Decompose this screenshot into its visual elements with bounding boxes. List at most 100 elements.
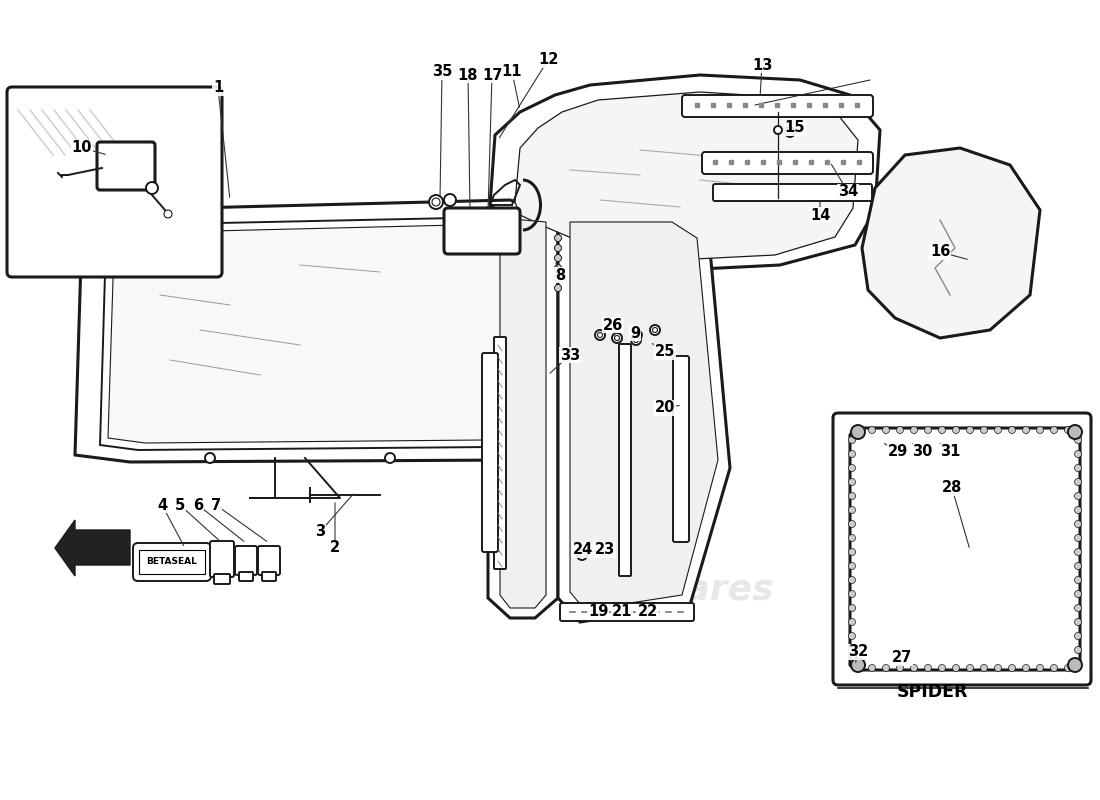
Circle shape: [1075, 562, 1081, 570]
Text: 2: 2: [330, 541, 340, 555]
Circle shape: [848, 562, 856, 570]
Text: eurospares: eurospares: [196, 413, 425, 447]
Circle shape: [1075, 521, 1081, 527]
Circle shape: [164, 210, 172, 218]
Text: 30: 30: [912, 445, 932, 459]
Circle shape: [554, 274, 561, 282]
Circle shape: [848, 633, 856, 639]
Circle shape: [1050, 426, 1057, 434]
Circle shape: [1023, 426, 1030, 434]
Circle shape: [578, 550, 587, 560]
Circle shape: [1065, 426, 1071, 434]
FancyBboxPatch shape: [673, 356, 689, 542]
Polygon shape: [558, 212, 730, 622]
Text: 18: 18: [458, 67, 478, 82]
FancyBboxPatch shape: [444, 208, 520, 254]
FancyBboxPatch shape: [210, 541, 234, 577]
Circle shape: [848, 646, 856, 654]
Circle shape: [994, 426, 1001, 434]
Circle shape: [848, 618, 856, 626]
Circle shape: [1075, 646, 1081, 654]
Text: 6: 6: [192, 498, 204, 513]
Text: 1: 1: [213, 81, 223, 95]
Text: BETASEAL: BETASEAL: [146, 558, 197, 566]
Text: 7: 7: [211, 498, 221, 513]
Polygon shape: [55, 520, 130, 576]
Polygon shape: [515, 92, 858, 260]
Circle shape: [597, 333, 603, 338]
Polygon shape: [570, 222, 718, 610]
Polygon shape: [862, 148, 1040, 338]
Circle shape: [1075, 465, 1081, 471]
Circle shape: [851, 425, 865, 439]
Text: 26: 26: [603, 318, 623, 333]
Circle shape: [980, 426, 988, 434]
Text: eurospares: eurospares: [546, 573, 774, 607]
Circle shape: [848, 605, 856, 611]
Circle shape: [1075, 549, 1081, 555]
Circle shape: [848, 465, 856, 471]
Circle shape: [848, 521, 856, 527]
FancyBboxPatch shape: [494, 337, 506, 569]
Circle shape: [848, 534, 856, 542]
Text: 17: 17: [482, 67, 503, 82]
Circle shape: [851, 658, 865, 672]
FancyBboxPatch shape: [97, 142, 155, 190]
FancyBboxPatch shape: [214, 574, 230, 584]
Circle shape: [924, 426, 932, 434]
Text: 9: 9: [630, 326, 640, 341]
Circle shape: [967, 665, 974, 671]
Text: 21: 21: [612, 605, 632, 619]
Text: 8: 8: [554, 267, 565, 282]
Circle shape: [1075, 590, 1081, 598]
Polygon shape: [488, 208, 558, 618]
Text: 20: 20: [654, 401, 675, 415]
Polygon shape: [500, 218, 546, 608]
Circle shape: [554, 265, 561, 271]
Circle shape: [1075, 493, 1081, 499]
Text: 22: 22: [638, 605, 658, 619]
Circle shape: [896, 665, 903, 671]
Circle shape: [429, 195, 443, 209]
Text: 13: 13: [751, 58, 772, 73]
Circle shape: [848, 478, 856, 486]
Text: 24: 24: [573, 542, 593, 558]
Circle shape: [652, 327, 658, 333]
Text: 16: 16: [930, 245, 950, 259]
FancyBboxPatch shape: [682, 95, 873, 117]
Polygon shape: [490, 75, 880, 270]
Circle shape: [980, 665, 988, 671]
Text: 32: 32: [848, 645, 868, 659]
Circle shape: [634, 331, 642, 339]
Text: 3: 3: [315, 525, 326, 539]
Circle shape: [882, 665, 890, 671]
Circle shape: [953, 665, 959, 671]
FancyBboxPatch shape: [7, 87, 222, 277]
Text: 33: 33: [560, 347, 580, 362]
Circle shape: [1075, 605, 1081, 611]
FancyBboxPatch shape: [262, 572, 276, 581]
Text: 4: 4: [157, 498, 167, 513]
Text: 14: 14: [810, 207, 830, 222]
Circle shape: [1068, 658, 1082, 672]
Text: 19: 19: [587, 605, 608, 619]
Circle shape: [848, 590, 856, 598]
Text: 25: 25: [654, 345, 675, 359]
Circle shape: [869, 665, 876, 671]
Circle shape: [896, 426, 903, 434]
Circle shape: [1050, 665, 1057, 671]
Text: 10: 10: [72, 141, 92, 155]
Circle shape: [612, 333, 621, 343]
FancyBboxPatch shape: [482, 353, 498, 552]
Circle shape: [1065, 665, 1071, 671]
Circle shape: [1075, 618, 1081, 626]
Circle shape: [1075, 478, 1081, 486]
Circle shape: [938, 665, 946, 671]
Circle shape: [650, 325, 660, 335]
Circle shape: [855, 665, 861, 671]
Text: 12: 12: [538, 53, 558, 67]
Text: 28: 28: [942, 481, 962, 495]
Circle shape: [1009, 426, 1015, 434]
Polygon shape: [100, 217, 534, 450]
Circle shape: [855, 426, 861, 434]
